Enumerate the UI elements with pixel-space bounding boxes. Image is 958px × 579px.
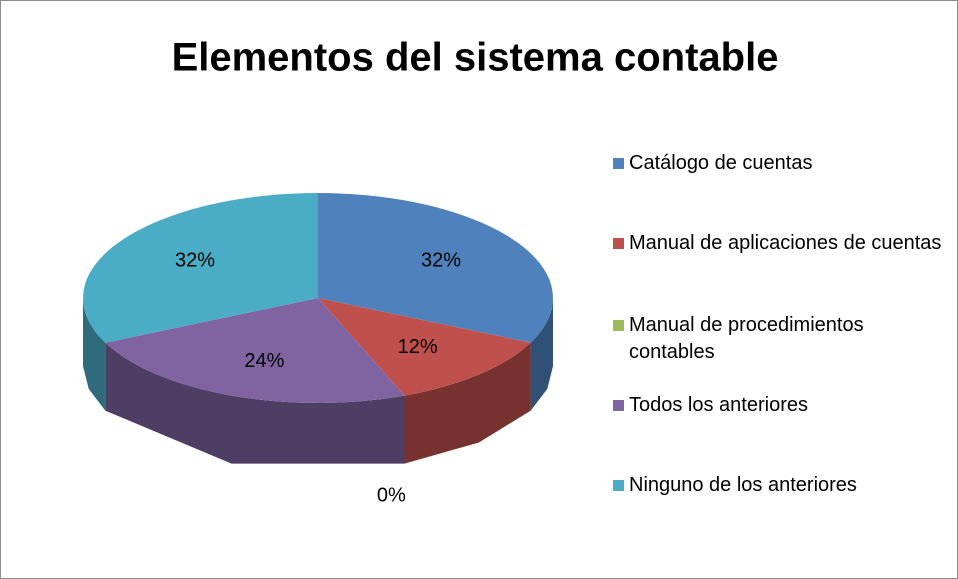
legend-item: Manual de procedimientos contables: [613, 312, 948, 366]
legend-swatch: [613, 320, 624, 331]
chart-title: Elementos del sistema contable: [172, 36, 779, 80]
legend-label: Ninguno de los anteriores: [629, 474, 857, 496]
slice: [318, 298, 531, 396]
legend-item: Todos los anteriores: [613, 392, 948, 419]
slice-side: [404, 342, 531, 464]
legend-item: Manual de aplicaciones de cuentas: [613, 230, 948, 257]
legend-swatch: [613, 158, 624, 169]
legend-item: Catálogo de cuentas: [613, 150, 948, 177]
legend-label: Catálogo de cuentas: [629, 152, 813, 174]
slice-side: [83, 298, 106, 411]
pie-tops: [83, 193, 553, 403]
legend-item: Ninguno de los anteriores: [613, 472, 948, 499]
legend-label: Manual de aplicaciones de cuentas: [629, 232, 942, 254]
data-label: 32%: [175, 250, 215, 272]
data-label: 0%: [377, 484, 406, 506]
slice: [318, 193, 553, 343]
slice: [105, 298, 405, 403]
legend-swatch: [613, 238, 624, 249]
slice: [83, 193, 318, 343]
slice-side: [530, 298, 553, 411]
legend-label: Todos los anteriores: [629, 394, 808, 416]
legend-swatch: [613, 480, 624, 491]
data-label: 24%: [244, 350, 284, 372]
data-label: 32%: [421, 250, 461, 272]
pie-sides: [83, 298, 553, 464]
legend-swatch: [613, 400, 624, 411]
slice-side: [105, 342, 405, 464]
data-label: 12%: [398, 336, 438, 358]
legend-label: Manual de procedimientos contables: [629, 314, 864, 363]
